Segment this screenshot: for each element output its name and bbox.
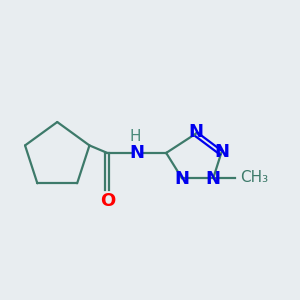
Text: N: N	[129, 144, 144, 162]
Text: N: N	[206, 170, 221, 188]
Text: N: N	[188, 123, 203, 141]
Text: O: O	[100, 192, 115, 210]
Text: CH₃: CH₃	[240, 170, 268, 185]
Text: H: H	[130, 129, 141, 144]
Text: N: N	[214, 143, 230, 161]
Text: N: N	[174, 170, 189, 188]
